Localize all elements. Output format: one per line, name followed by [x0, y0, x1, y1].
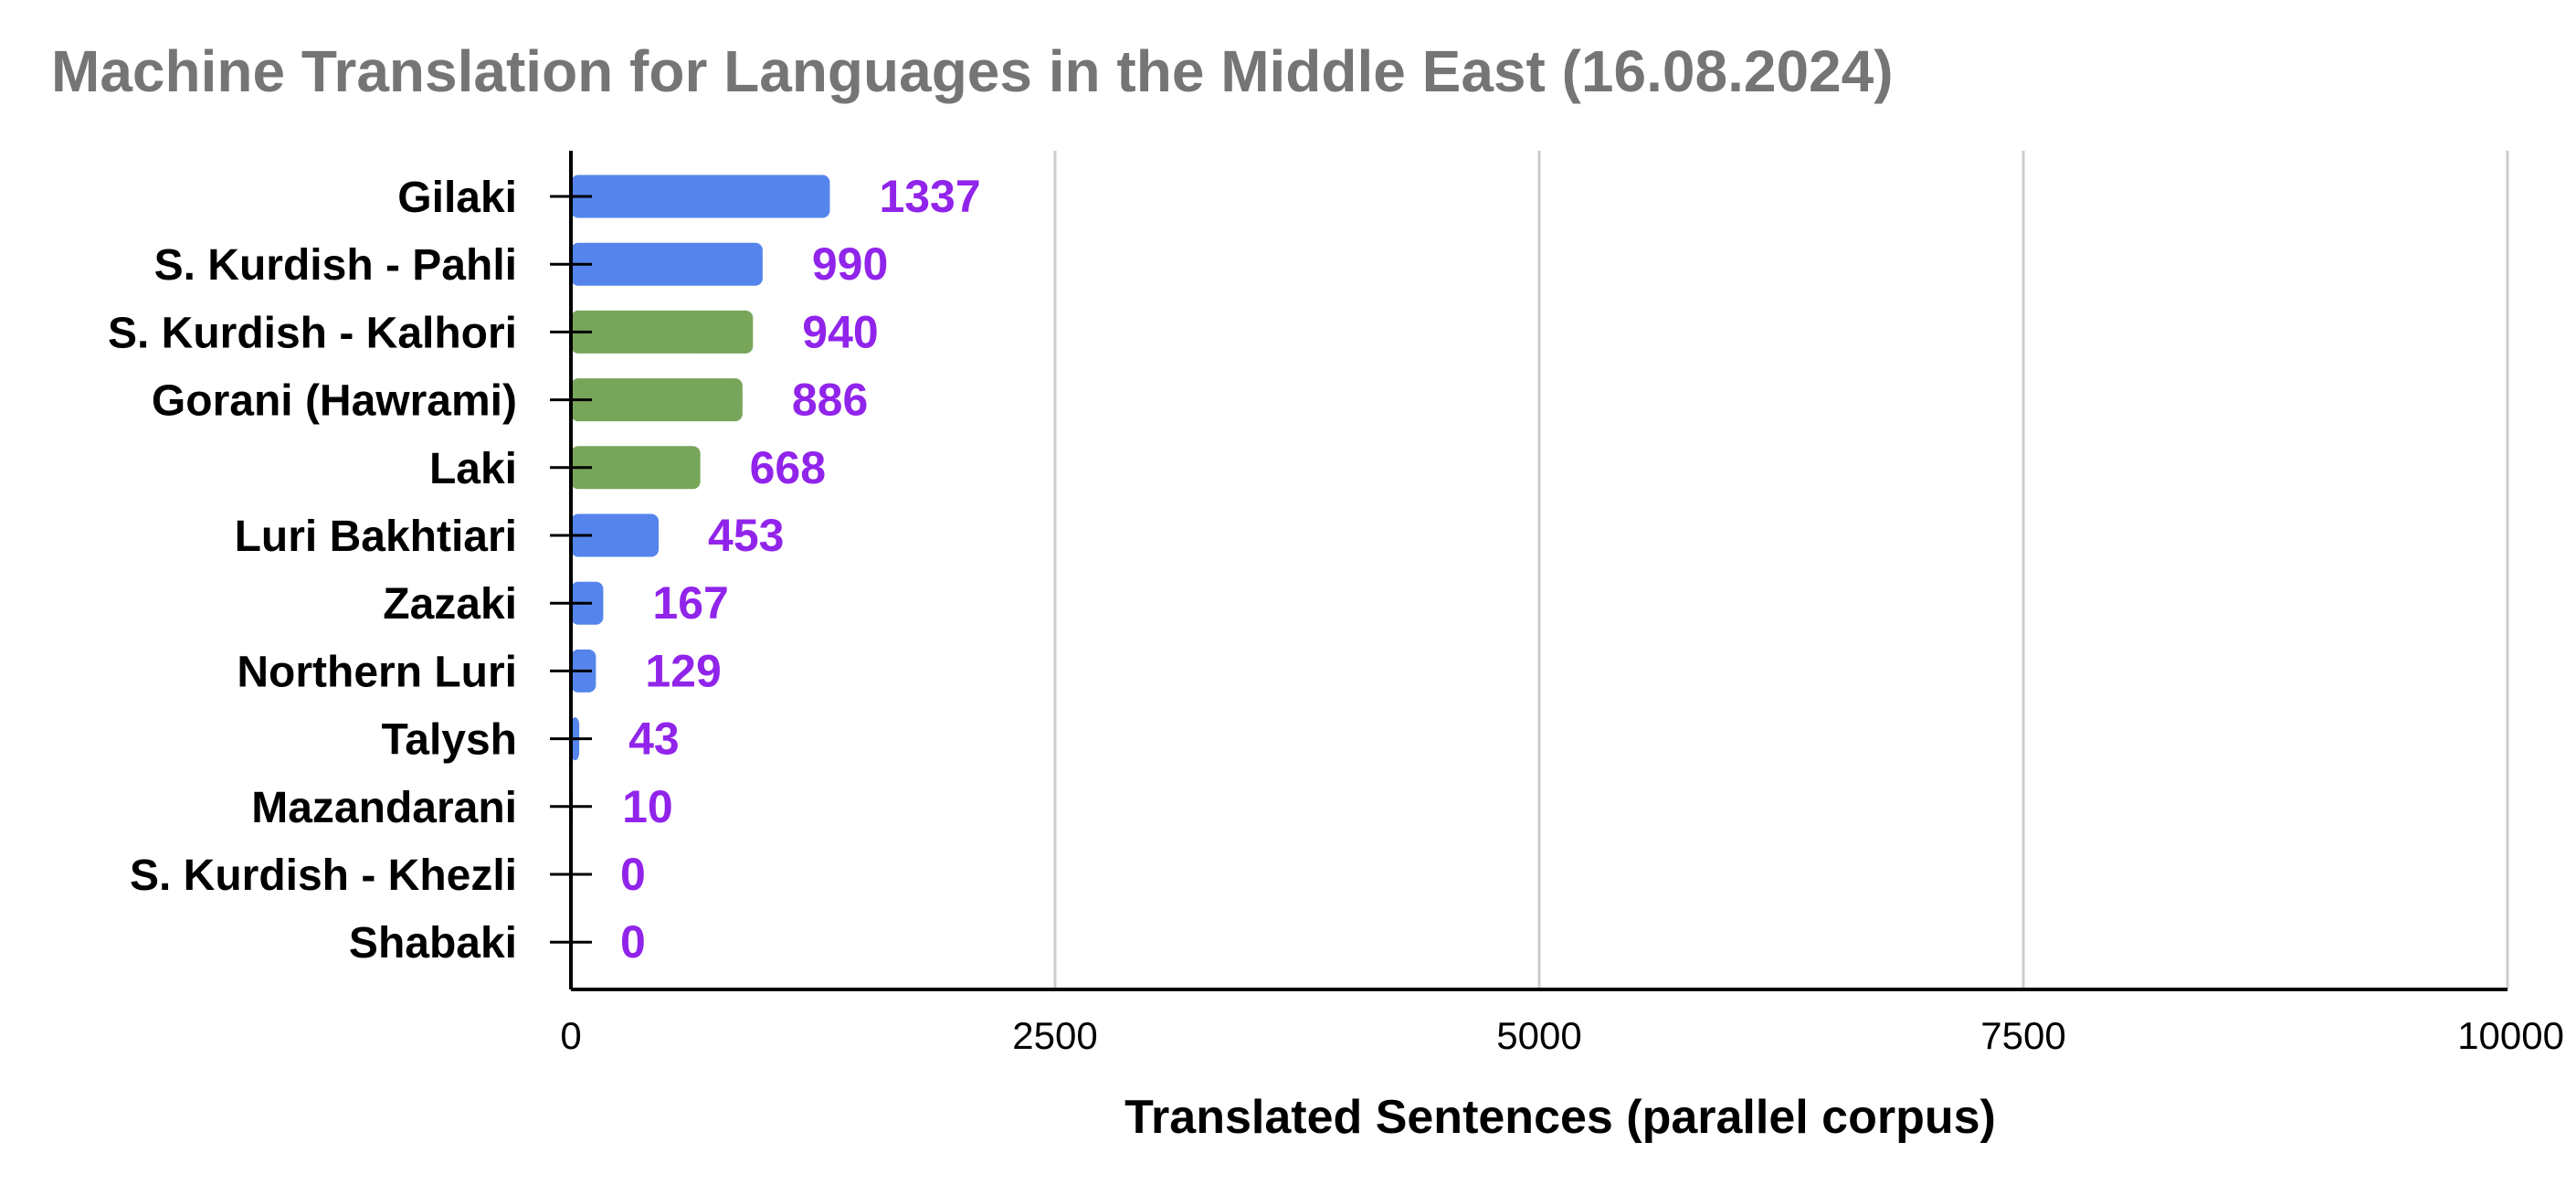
x-axis-title: Translated Sentences (parallel corpus) [1124, 1091, 1996, 1144]
labels: 0 2500 5000 7500 10000 Gilaki 1337 S. Kurdish -… [108, 171, 2564, 1057]
y-tick-label: Zazaki [383, 580, 517, 629]
x-tick-label: 2500 [1012, 1014, 1097, 1057]
bar [571, 242, 763, 286]
y-tick-label: Laki [429, 445, 517, 493]
data-label: 0 [620, 916, 646, 968]
grid-lines [1053, 151, 2509, 989]
data-label: 940 [802, 306, 878, 357]
y-tick-label: S. Kurdish - Kalhori [108, 309, 517, 357]
bar [571, 174, 830, 218]
data-label: 453 [708, 510, 784, 561]
bar [571, 513, 660, 557]
data-label: 129 [645, 645, 721, 696]
data-label: 886 [792, 375, 868, 426]
x-tick-label: 5000 [1496, 1014, 1581, 1057]
bars [571, 174, 830, 829]
data-label: 0 [620, 849, 646, 900]
bar [571, 378, 743, 422]
axes [550, 151, 2507, 991]
data-label: 10 [622, 781, 673, 832]
data-label: 1337 [879, 171, 980, 222]
bar [571, 446, 701, 490]
data-label: 990 [812, 238, 888, 290]
y-tick-label: Talysh [382, 716, 518, 765]
data-label: 43 [628, 714, 680, 765]
chart-title: Machine Translation for Languages in the… [51, 38, 1894, 104]
y-tick-label: Shabaki [349, 919, 517, 968]
y-tick-label: S. Kurdish - Pahli [154, 241, 517, 290]
y-tick-label: Mazandarani [251, 784, 517, 832]
x-tick-label: 10000 [2457, 1014, 2564, 1057]
data-label: 167 [652, 577, 728, 629]
x-tick-label: 0 [560, 1014, 581, 1057]
y-tick-label: Gilaki [397, 174, 517, 222]
y-tick-label: Northern Luri [237, 648, 517, 696]
data-label: 668 [750, 442, 826, 493]
bar [571, 310, 754, 354]
y-tick-label: Luri Bakhtiari [235, 513, 517, 561]
x-tick-label: 7500 [1980, 1014, 2065, 1057]
y-tick-label: Gorani (Hawrami) [152, 377, 517, 426]
y-tick-label: S. Kurdish - Khezli [130, 851, 517, 900]
